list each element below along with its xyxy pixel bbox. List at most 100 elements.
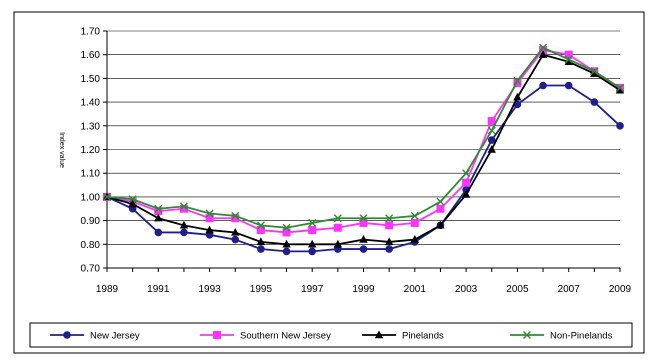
data-point: [282, 223, 291, 232]
series-layer: [102, 43, 625, 256]
legend-marker: [374, 330, 384, 339]
data-point: [256, 226, 265, 235]
data-point: [359, 235, 368, 243]
data-point: [308, 247, 317, 256]
series-pinelands: [102, 50, 625, 248]
data-point: [538, 50, 548, 58]
x-tick-label: 1995: [250, 284, 273, 295]
x-tick-label: 2009: [609, 284, 632, 295]
data-point: [487, 136, 496, 144]
data-point: [180, 228, 188, 237]
data-point: [359, 218, 368, 227]
legend-marker: [63, 331, 71, 339]
data-point: [462, 178, 471, 187]
data-point: [513, 79, 522, 88]
series-new-jersey: [103, 81, 624, 256]
x-axis-ticks: 1989 1991 1993 1995 1997 1999 2001 2003 2005 2007…: [96, 268, 632, 295]
y-axis-ticks: 0.70 0.80 0.90 1.00 1.10 1.20 1.30 1.40 1.50 1.60…: [81, 27, 107, 275]
data-point: [359, 245, 368, 253]
data-point: [128, 199, 137, 208]
y-tick-label: 0.90: [81, 216, 101, 227]
legend-label: Non-Pinelands: [550, 331, 613, 342]
data-point: [308, 218, 317, 227]
data-point: [539, 45, 548, 54]
data-point: [616, 83, 624, 92]
data-point: [179, 202, 188, 211]
data-point: [487, 145, 496, 153]
data-point: [205, 225, 214, 234]
legend-label: New Jersey: [90, 331, 140, 342]
data-point: [282, 239, 291, 248]
legend-item: Non-Pinelands: [510, 331, 613, 342]
data-point: [154, 207, 163, 216]
y-tick-label: 1.40: [81, 98, 101, 109]
data-point: [154, 213, 163, 222]
x-tick-label: 2005: [506, 284, 529, 295]
data-point: [615, 85, 625, 94]
data-point: [590, 67, 599, 76]
axes: [106, 31, 620, 269]
legend-item: Southern New Jersey: [200, 331, 331, 342]
data-point: [384, 237, 394, 246]
y-tick-label: 1.50: [81, 74, 101, 85]
chart-frame: [13, 11, 645, 354]
data-point: [590, 98, 599, 106]
data-point: [513, 76, 522, 85]
legend-label: Southern New Jersey: [240, 331, 331, 342]
data-point: [564, 57, 573, 66]
data-point: [462, 169, 471, 178]
data-point: [154, 204, 163, 213]
gridlines: [107, 30, 620, 245]
data-point: [333, 223, 342, 232]
legend: New Jersey Southern New Jersey Pinelands No…: [50, 330, 613, 342]
data-point: [282, 228, 291, 237]
data-point: [308, 239, 317, 248]
data-point: [231, 211, 240, 220]
y-axis-label: Index value: [58, 132, 65, 168]
data-point: [359, 214, 368, 223]
data-point: [308, 226, 317, 235]
data-point: [410, 235, 419, 243]
data-point: [231, 214, 240, 223]
data-point: [410, 211, 419, 220]
legend-label: Pinelands: [402, 331, 444, 342]
legend-item: New Jersey: [50, 331, 140, 342]
legend-marker: [523, 331, 531, 339]
data-point: [385, 221, 394, 230]
data-point: [333, 214, 342, 223]
data-point: [179, 204, 188, 213]
data-point: [385, 245, 393, 253]
data-point: [436, 204, 445, 213]
data-point: [154, 228, 163, 237]
data-point: [385, 214, 394, 223]
legend-item: Pinelands: [362, 330, 444, 342]
data-point: [513, 92, 522, 101]
x-tick-label: 1991: [147, 284, 170, 295]
data-point: [205, 209, 214, 218]
y-tick-label: 1.10: [81, 169, 101, 180]
y-tick-label: 1.60: [81, 50, 101, 61]
x-tick-label: 2007: [558, 284, 581, 295]
y-tick-label: 1.20: [81, 145, 101, 156]
y-tick-label: 0.70: [81, 264, 101, 275]
data-point: [616, 122, 624, 130]
x-tick-label: 1989: [96, 284, 119, 295]
x-tick-label: 2001: [404, 284, 427, 295]
data-point: [436, 197, 445, 206]
data-point: [539, 81, 547, 90]
data-point: [487, 126, 496, 135]
data-point: [282, 247, 291, 256]
x-tick-label: 2003: [455, 284, 478, 295]
data-point: [436, 220, 445, 229]
data-point: [564, 55, 573, 64]
data-point: [461, 190, 471, 198]
y-tick-label: 1.30: [81, 121, 101, 132]
data-point: [205, 214, 214, 223]
x-tick-label: 1993: [198, 284, 221, 295]
data-point: [257, 245, 265, 253]
data-point: [333, 239, 343, 248]
data-point: [590, 69, 599, 77]
x-tick-label: 1999: [352, 284, 375, 295]
series-non-pinelands: [103, 43, 624, 232]
